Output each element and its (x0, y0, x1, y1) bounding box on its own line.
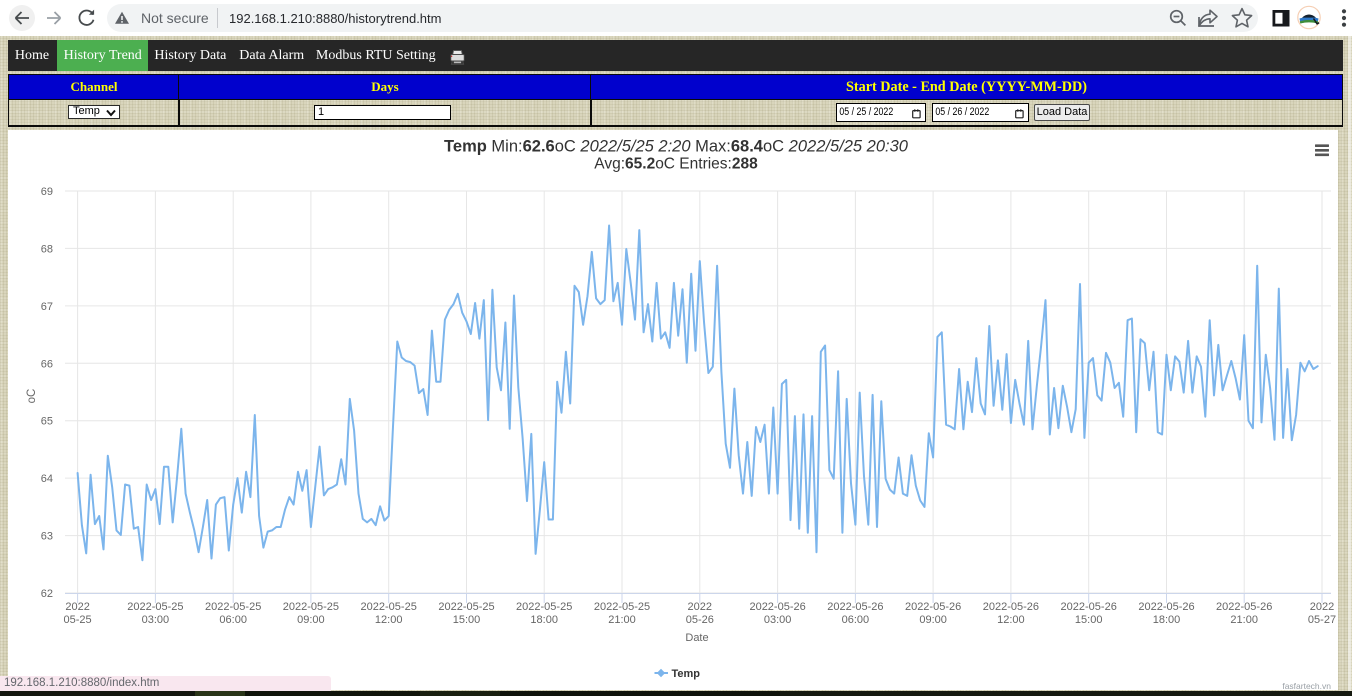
svg-text:12:00: 12:00 (375, 614, 403, 626)
svg-text:21:00: 21:00 (608, 614, 636, 626)
svg-text:fasfartech.vn: fasfartech.vn (1282, 681, 1331, 690)
svg-text:2022-05-25: 2022-05-25 (127, 601, 183, 613)
svg-text:2022-05-26: 2022-05-26 (827, 601, 883, 613)
svg-text:05-27: 05-27 (1308, 614, 1336, 626)
svg-text:2022-05-25: 2022-05-25 (516, 601, 572, 613)
svg-text:65: 65 (41, 416, 53, 428)
svg-text:2022-05-25: 2022-05-25 (438, 601, 494, 613)
svg-text:09:00: 09:00 (919, 614, 947, 626)
svg-text:2022-05-26: 2022-05-26 (1216, 601, 1272, 613)
svg-text:2022: 2022 (65, 601, 89, 613)
svg-text:18:00: 18:00 (530, 614, 558, 626)
svg-text:2022-05-26: 2022-05-26 (905, 601, 961, 613)
svg-text:2022: 2022 (1310, 601, 1334, 613)
svg-text:06:00: 06:00 (219, 614, 247, 626)
svg-text:oC: oC (26, 389, 38, 404)
svg-text:2022-05-25: 2022-05-25 (594, 601, 650, 613)
svg-text:21:00: 21:00 (1230, 614, 1258, 626)
svg-text:2022: 2022 (688, 601, 712, 613)
svg-text:15:00: 15:00 (1075, 614, 1103, 626)
svg-text:2022-05-26: 2022-05-26 (749, 601, 805, 613)
svg-text:66: 66 (41, 358, 53, 370)
svg-text:69: 69 (41, 186, 53, 198)
svg-text:2022-05-26: 2022-05-26 (1138, 601, 1194, 613)
svg-text:68: 68 (41, 243, 53, 255)
svg-text:05-26: 05-26 (686, 614, 714, 626)
svg-text:Avg:65.2oC Entries:288: Avg:65.2oC Entries:288 (594, 156, 758, 173)
svg-text:62: 62 (41, 588, 53, 600)
svg-text:03:00: 03:00 (764, 614, 792, 626)
svg-text:12:00: 12:00 (997, 614, 1025, 626)
svg-text:Temp Min:62.6oC 2022/5/25 2:20: Temp Min:62.6oC 2022/5/25 2:20 Max:68.4o… (444, 138, 909, 156)
svg-text:2022-05-25: 2022-05-25 (205, 601, 261, 613)
svg-text:2022-05-25: 2022-05-25 (361, 601, 417, 613)
svg-text:64: 64 (41, 473, 53, 485)
svg-text:2022-05-26: 2022-05-26 (1061, 601, 1117, 613)
svg-text:06:00: 06:00 (842, 614, 870, 626)
svg-text:05-25: 05-25 (64, 614, 92, 626)
svg-text:63: 63 (41, 531, 53, 543)
svg-text:09:00: 09:00 (297, 614, 325, 626)
svg-text:18:00: 18:00 (1153, 614, 1181, 626)
svg-text:03:00: 03:00 (142, 614, 170, 626)
svg-text:2022-05-26: 2022-05-26 (983, 601, 1039, 613)
svg-text:Date: Date (685, 632, 708, 644)
svg-text:15:00: 15:00 (453, 614, 481, 626)
svg-text:67: 67 (41, 301, 53, 313)
svg-text:2022-05-25: 2022-05-25 (283, 601, 339, 613)
svg-text:Temp: Temp (672, 668, 701, 680)
